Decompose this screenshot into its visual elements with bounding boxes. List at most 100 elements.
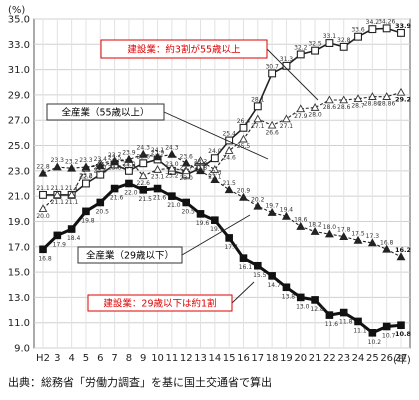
x-tick-label: 10 <box>151 353 164 364</box>
y-tick-label: 23.0 <box>8 166 30 177</box>
grid <box>33 18 411 349</box>
x-tick-label: 8 <box>126 353 132 364</box>
y-tick-label: 31.0 <box>8 65 30 76</box>
data-label: 26.6 <box>265 129 279 136</box>
data-point <box>210 175 220 184</box>
data-label: 22.6 <box>137 180 151 187</box>
data-point <box>268 69 277 78</box>
data-point <box>67 225 76 233</box>
x-tick-label: 18 <box>266 353 279 364</box>
annotation-box <box>100 39 268 59</box>
data-point <box>181 158 191 167</box>
data-label: 23.9 <box>122 149 136 156</box>
x-tick-label: 25 <box>366 353 379 364</box>
data-label: 19.7 <box>265 203 279 210</box>
data-label: 10.8 <box>395 330 412 338</box>
data-point <box>267 120 277 129</box>
data-label: 21.6 <box>110 195 124 202</box>
data-label: 19.4 <box>280 206 294 213</box>
data-label: 22.0 <box>124 190 138 197</box>
data-label: 27.1 <box>280 123 294 130</box>
x-tick-label: 6 <box>97 353 103 364</box>
data-label: 23.2 <box>194 158 208 165</box>
data-label: 28.6 <box>323 104 337 111</box>
data-point <box>339 95 349 104</box>
data-point <box>282 114 291 123</box>
data-label: 32.5 <box>308 41 322 48</box>
data-label: 22.3 <box>208 170 222 177</box>
annotation-leader-line <box>181 214 251 256</box>
data-point <box>397 321 405 330</box>
data-label: 16.1 <box>239 264 253 271</box>
data-label: 21.1 <box>51 185 65 192</box>
data-label: 23.0 <box>194 161 208 168</box>
data-label: 21.1 <box>36 185 50 192</box>
data-label: 17.7 <box>224 244 238 251</box>
annotation-label: 全産業（29歳以下） <box>86 250 174 262</box>
x-tick-label: 16 <box>237 353 250 364</box>
data-label: 28.0 <box>308 112 322 119</box>
data-label: 30.7 <box>265 63 279 70</box>
data-label: 17.3 <box>366 233 380 240</box>
x-tick-label: 24 <box>352 353 365 364</box>
data-point <box>210 165 220 173</box>
y-tick-label: 21.0 <box>8 192 30 203</box>
data-point <box>211 216 219 224</box>
data-point <box>368 25 377 34</box>
x-tick-label: 17 <box>251 353 264 364</box>
y-tick-label: 33.0 <box>8 40 30 51</box>
data-point <box>310 226 320 235</box>
annotation-box <box>87 294 233 312</box>
data-label: 23.9 <box>151 149 165 156</box>
data-label: 29.2 <box>395 95 411 103</box>
data-label: 23.0 <box>122 161 136 168</box>
data-label: 23.0 <box>180 175 194 182</box>
data-point <box>310 103 320 111</box>
data-point <box>39 190 47 199</box>
data-point <box>353 94 363 102</box>
data-point <box>382 244 392 253</box>
data-point <box>267 207 277 216</box>
data-label: 23.3 <box>79 157 93 164</box>
data-point <box>354 32 362 41</box>
annotation-label: 建設業：29歳以下は約1割 <box>103 298 216 310</box>
y-tick-label: 15.0 <box>8 268 30 279</box>
data-label: 20.2 <box>251 196 265 203</box>
data-label: 34.26 <box>378 18 395 25</box>
source-note: 出典：総務省「労働力調査」を基に国土交通省で算出 <box>8 376 272 389</box>
data-point <box>67 190 77 199</box>
annotation-label: 全産業（55歳以上） <box>61 107 149 119</box>
data-label: 17.9 <box>53 241 67 248</box>
x-axis-unit-label: (年) <box>393 353 411 366</box>
data-point <box>67 163 77 172</box>
data-label: 16.8 <box>38 255 52 262</box>
plot-frame <box>33 18 411 349</box>
data-label: 23.3 <box>51 157 65 164</box>
data-label: 20.0 <box>36 213 50 220</box>
data-point <box>296 221 306 230</box>
data-point <box>138 149 148 158</box>
data-labels: 21.1 21.1 21.122.022.723.523.023.623.923.0… <box>36 18 411 345</box>
data-point <box>339 308 348 317</box>
x-tick-label: 27 <box>395 353 408 364</box>
data-label: 21.0 <box>167 202 181 209</box>
annotation-label: 建設業：約3割が55歳以上 <box>127 44 241 56</box>
data-label: 23.6 <box>137 153 151 160</box>
data-point <box>224 146 234 154</box>
data-label: 18.2 <box>308 222 322 229</box>
data-label: 21.1 <box>65 199 79 206</box>
y-tick-label: 19.0 <box>8 217 30 228</box>
data-label: 24.1 <box>151 147 165 154</box>
data-point <box>138 171 148 180</box>
data-point <box>81 162 91 171</box>
data-point <box>239 134 248 143</box>
data-label: 25.4 <box>222 130 236 137</box>
x-tick-label: 20 <box>294 353 307 364</box>
data-point <box>139 186 148 194</box>
data-point <box>39 245 47 254</box>
data-label: 32.2 <box>294 44 308 51</box>
y-tick-label: 13.0 <box>8 293 30 304</box>
data-label: 11.6 <box>325 321 339 328</box>
data-label: 11.8 <box>339 319 353 326</box>
data-point <box>168 192 176 200</box>
